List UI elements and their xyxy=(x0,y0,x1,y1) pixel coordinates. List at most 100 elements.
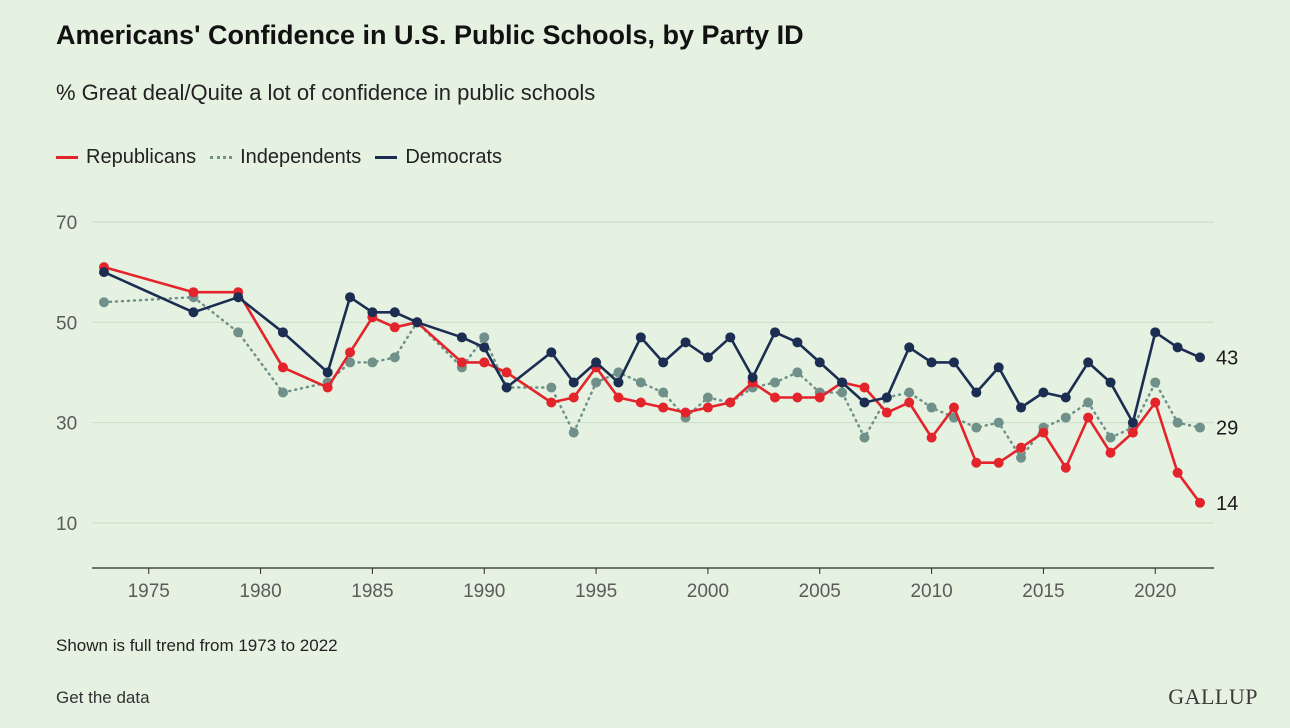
data-point-democrats-2009 xyxy=(904,342,915,353)
data-point-independents-2018 xyxy=(1105,432,1116,443)
data-point-independents-1990 xyxy=(479,332,490,343)
data-point-democrats-1995 xyxy=(591,357,602,368)
data-point-republicans-1981 xyxy=(277,362,288,373)
data-point-republicans-2008 xyxy=(881,407,892,418)
data-point-democrats-2010 xyxy=(926,357,937,368)
data-point-independents-2022 xyxy=(1195,422,1205,433)
data-point-republicans-2018 xyxy=(1105,447,1116,458)
x-tick-label-1980: 1980 xyxy=(239,581,281,602)
data-point-republicans-2011 xyxy=(948,402,959,413)
data-point-democrats-2022 xyxy=(1195,352,1205,363)
data-point-independents-1986 xyxy=(389,352,400,363)
data-point-democrats-2002 xyxy=(747,372,758,383)
data-point-democrats-2003 xyxy=(770,327,781,338)
data-point-democrats-1997 xyxy=(635,332,646,343)
data-point-independents-2020 xyxy=(1150,377,1161,388)
data-point-democrats-2006 xyxy=(837,377,848,388)
data-point-democrats-1977 xyxy=(188,307,199,318)
get-data-link[interactable]: Get the data xyxy=(56,688,150,707)
data-point-republicans-2010 xyxy=(926,432,937,443)
data-point-independents-2000 xyxy=(702,392,713,403)
data-point-independents-1995 xyxy=(591,377,602,388)
data-point-democrats-2004 xyxy=(792,337,803,348)
end-label-independents: 29 xyxy=(1216,418,1238,440)
data-point-republicans-1994 xyxy=(568,392,579,403)
data-point-republicans-2019 xyxy=(1127,427,1138,438)
data-point-independents-1998 xyxy=(658,387,669,398)
data-point-republicans-2013 xyxy=(993,457,1004,468)
data-point-democrats-2015 xyxy=(1038,387,1049,398)
series-line-republicans xyxy=(102,265,1202,505)
data-point-democrats-2000 xyxy=(702,352,713,363)
data-point-democrats-2008 xyxy=(881,392,892,403)
data-point-independents-1993 xyxy=(546,382,557,393)
data-point-democrats-2021 xyxy=(1172,342,1183,353)
data-point-republicans-1977 xyxy=(188,287,199,298)
data-point-republicans-2020 xyxy=(1150,397,1161,408)
data-point-democrats-2020 xyxy=(1150,327,1161,338)
legend-item-independents[interactable]: Independents xyxy=(210,146,361,169)
data-point-democrats-2014 xyxy=(1016,402,1027,413)
data-point-democrats-1973 xyxy=(99,267,109,278)
x-tick-label-2000: 2000 xyxy=(687,581,729,602)
data-point-democrats-1986 xyxy=(389,307,400,318)
data-point-democrats-2018 xyxy=(1105,377,1116,388)
end-label-republicans: 14 xyxy=(1216,493,1238,515)
chart-title: Americans' Confidence in U.S. Public Sch… xyxy=(56,20,804,50)
data-point-democrats-2017 xyxy=(1083,357,1094,368)
data-point-independents-1997 xyxy=(635,377,646,388)
data-point-democrats-1979 xyxy=(233,292,244,303)
data-point-republicans-2017 xyxy=(1083,412,1094,423)
data-point-independents-2012 xyxy=(971,422,982,433)
data-point-republicans-2022 xyxy=(1195,497,1205,508)
data-point-republicans-2001 xyxy=(725,397,736,408)
data-point-democrats-1993 xyxy=(546,347,557,358)
legend-item-republicans[interactable]: Republicans xyxy=(56,146,196,169)
data-point-republicans-2005 xyxy=(814,392,825,403)
data-point-independents-1973 xyxy=(99,297,109,308)
data-point-democrats-1981 xyxy=(277,327,288,338)
data-point-independents-1981 xyxy=(277,387,288,398)
data-point-democrats-2001 xyxy=(725,332,736,343)
data-point-independents-2021 xyxy=(1172,417,1183,428)
data-point-democrats-1999 xyxy=(680,337,691,348)
chart-subtitle: % Great deal/Quite a lot of confidence i… xyxy=(56,80,596,105)
data-point-democrats-2011 xyxy=(948,357,959,368)
legend-swatch-republicans xyxy=(56,156,78,159)
data-point-republicans-2016 xyxy=(1060,462,1071,473)
legend-swatch-independents xyxy=(210,156,233,159)
data-point-republicans-2012 xyxy=(971,457,982,468)
x-tick-label-1995: 1995 xyxy=(575,581,617,602)
data-point-democrats-1983 xyxy=(322,367,333,378)
data-point-democrats-2007 xyxy=(859,397,870,408)
data-point-democrats-1985 xyxy=(367,307,378,318)
data-point-republicans-1984 xyxy=(345,347,356,358)
data-point-independents-2014 xyxy=(1016,452,1027,463)
data-point-republicans-1989 xyxy=(456,357,467,368)
data-point-democrats-2016 xyxy=(1060,392,1071,403)
x-tick-label-2010: 2010 xyxy=(910,581,952,602)
data-point-democrats-1991 xyxy=(501,382,512,393)
data-point-democrats-2019 xyxy=(1127,417,1138,428)
data-point-republicans-1993 xyxy=(546,397,557,408)
data-point-independents-2009 xyxy=(904,387,915,398)
series-line-democrats xyxy=(102,270,1202,424)
y-tick-label-70: 70 xyxy=(56,213,77,234)
x-tick-label-2005: 2005 xyxy=(799,581,841,602)
legend-label-independents: Independents xyxy=(240,146,362,168)
legend-item-democrats[interactable]: Democrats xyxy=(375,146,502,169)
data-point-republicans-2003 xyxy=(770,392,781,403)
data-point-independents-2003 xyxy=(770,377,781,388)
data-point-independents-1984 xyxy=(345,357,356,368)
x-tick-label-1985: 1985 xyxy=(351,581,393,602)
data-point-republicans-1990 xyxy=(479,357,490,368)
gallup-logo: GALLUP xyxy=(1168,684,1258,709)
data-point-democrats-2005 xyxy=(814,357,825,368)
legend-swatch-democrats xyxy=(375,156,398,159)
data-point-republicans-1983 xyxy=(322,382,333,393)
data-point-republicans-2015 xyxy=(1038,427,1049,438)
data-point-independents-2006 xyxy=(837,387,848,398)
data-point-independents-2013 xyxy=(993,417,1004,428)
legend-label-republicans: Republicans xyxy=(86,146,197,168)
end-label-democrats: 43 xyxy=(1216,347,1238,369)
